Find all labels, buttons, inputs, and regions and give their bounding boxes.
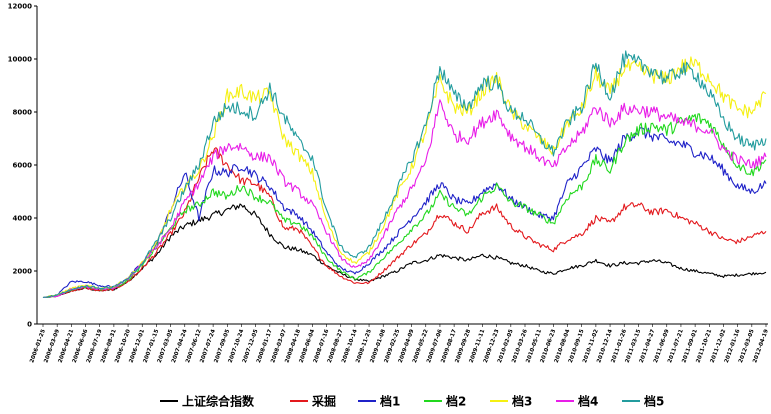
legend-label-5: 档3: [512, 394, 532, 409]
y-tick-label: 2000: [13, 268, 33, 276]
series-line-6: [42, 99, 767, 299]
legend: 上证综合指数 采掘 档1 档2 档3 档4 档5: [160, 394, 664, 409]
series-line-7: [42, 50, 767, 299]
series-line-2: [42, 147, 767, 299]
y-tick-label: 0: [27, 321, 32, 329]
legend-label-1: 上证综合指数: [182, 394, 255, 409]
series-line-1: [42, 203, 767, 299]
series-lines: [42, 50, 767, 299]
y-tick-label: 6000: [13, 162, 33, 170]
legend-label-6: 档4: [578, 394, 598, 409]
series-line-4: [42, 113, 767, 299]
y-tick-label: 12000: [8, 3, 32, 11]
legend-label-2: 采掘: [311, 394, 336, 409]
y-tick-label: 8000: [13, 109, 33, 117]
y-tick-label: 4000: [13, 215, 33, 223]
legend-label-7: 档5: [644, 394, 664, 409]
legend-label-4: 档2: [446, 394, 466, 409]
y-tick-label: 10000: [8, 56, 32, 64]
legend-label-3: 档1: [380, 394, 400, 409]
